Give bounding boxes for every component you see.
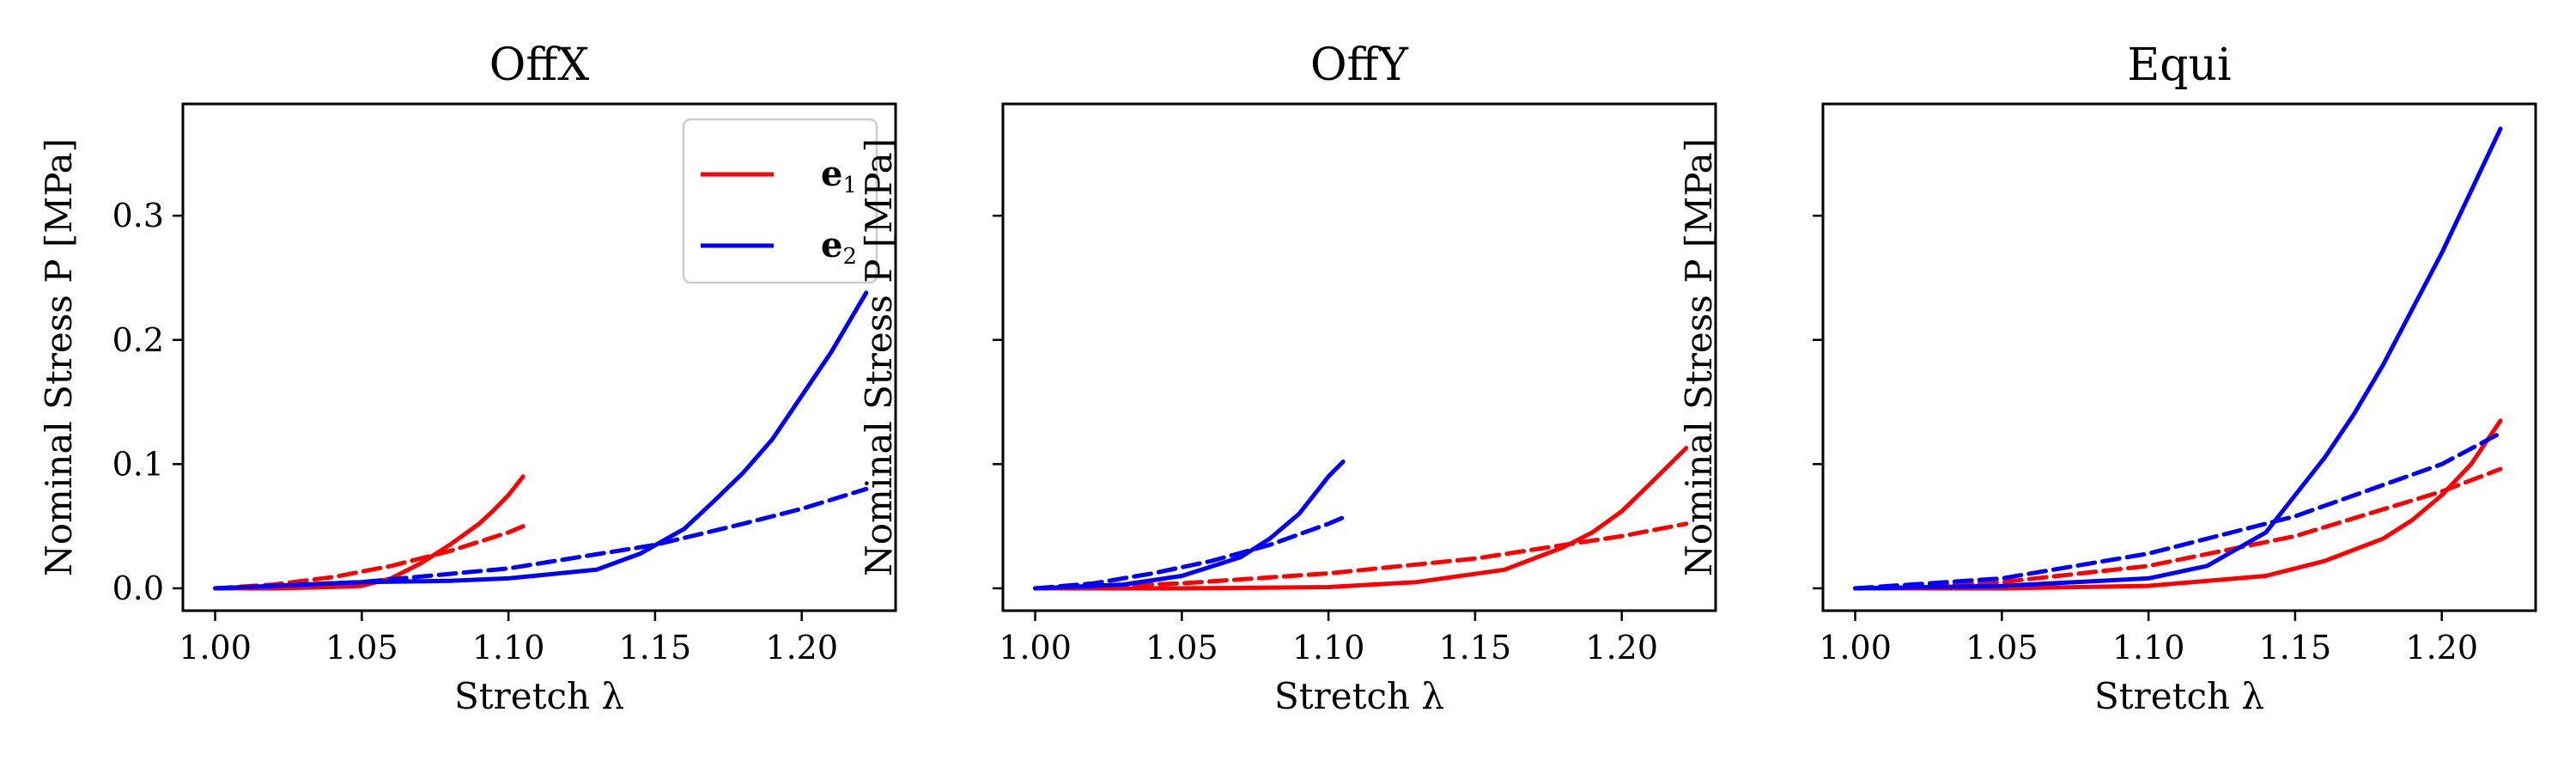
x-tick-label: 1.10 <box>1292 629 1365 666</box>
series-line-fit-3-dashed <box>213 486 869 591</box>
x-tick-label: 1.10 <box>472 629 545 666</box>
series-line-e1-solid <box>1853 418 2503 591</box>
series-line-e1-solid <box>213 474 526 591</box>
y-tick-label: 0.1 <box>112 445 164 483</box>
y-tick-label: 0.3 <box>112 197 164 234</box>
x-tick-label: 1.20 <box>1585 629 1658 666</box>
series-line-e2-solid <box>1853 126 2503 591</box>
x-axis-label: Stretch λ <box>1274 675 1444 717</box>
y-tick-label: 0.0 <box>112 569 164 607</box>
x-tick-label: 1.05 <box>1965 629 2038 666</box>
y-axis-label: Nominal Stress P [MPa] <box>38 138 80 576</box>
x-tick-label: 1.15 <box>2259 629 2332 666</box>
plot-frame <box>1001 102 1717 612</box>
x-tick-label: 1.20 <box>2405 629 2478 666</box>
x-tick-label: 1.00 <box>999 629 1072 666</box>
x-tick-label: 1.05 <box>1145 629 1218 666</box>
x-tick-label: 1.10 <box>2112 629 2185 666</box>
y-tick-label: 0.2 <box>112 321 164 359</box>
subplot-2: OffY 1.00 1.05 1.10 1.15 1.20 Stretch λ Nominal… <box>858 40 1717 717</box>
x-tick-label: 1.00 <box>1819 629 1892 666</box>
legend-label-subscript: 2 <box>842 244 857 270</box>
y-axis-label: Nominal Stress P [MPa] <box>858 138 900 576</box>
subplot-3: Equi 1.00 1.05 1.10 1.15 1.20 Stretch λ Nominal… <box>1678 40 2537 717</box>
series-line-fit-3-dashed <box>1853 430 2503 591</box>
x-tick-label: 1.15 <box>619 629 692 666</box>
subplot-title: OffY <box>1310 40 1409 91</box>
x-tick-label: 1.20 <box>765 629 838 666</box>
y-axis-label: Nominal Stress P [MPa] <box>1678 138 1720 576</box>
x-axis-label: Stretch λ <box>2094 675 2264 717</box>
x-axis-label: Stretch λ <box>454 675 624 717</box>
plot-frame <box>181 102 897 612</box>
x-tick-label: 1.00 <box>179 629 252 666</box>
subplot-1: OffX 1.00 1.05 1.10 1.15 1.20 0.0 0.1 0.2 0.3 Stre… <box>38 40 897 717</box>
series-line-e2-solid <box>1033 460 1346 591</box>
series-line-fit-1-dashed <box>1853 466 2503 591</box>
x-tick-label: 1.15 <box>1439 629 1512 666</box>
legend-box <box>682 118 878 284</box>
legend-label-subscript: 1 <box>842 173 857 198</box>
x-tick-label: 1.05 <box>325 629 398 666</box>
subplot-title: OffX <box>489 40 590 91</box>
series-line-fit-3-dashed <box>1033 515 1346 591</box>
subplot-title: Equi <box>2127 40 2231 91</box>
plot-frame <box>1821 102 2537 612</box>
series-line-e2-solid <box>213 290 869 591</box>
series-line-e1-solid <box>1033 446 1689 591</box>
series-line-fit-1-dashed <box>1033 521 1689 591</box>
